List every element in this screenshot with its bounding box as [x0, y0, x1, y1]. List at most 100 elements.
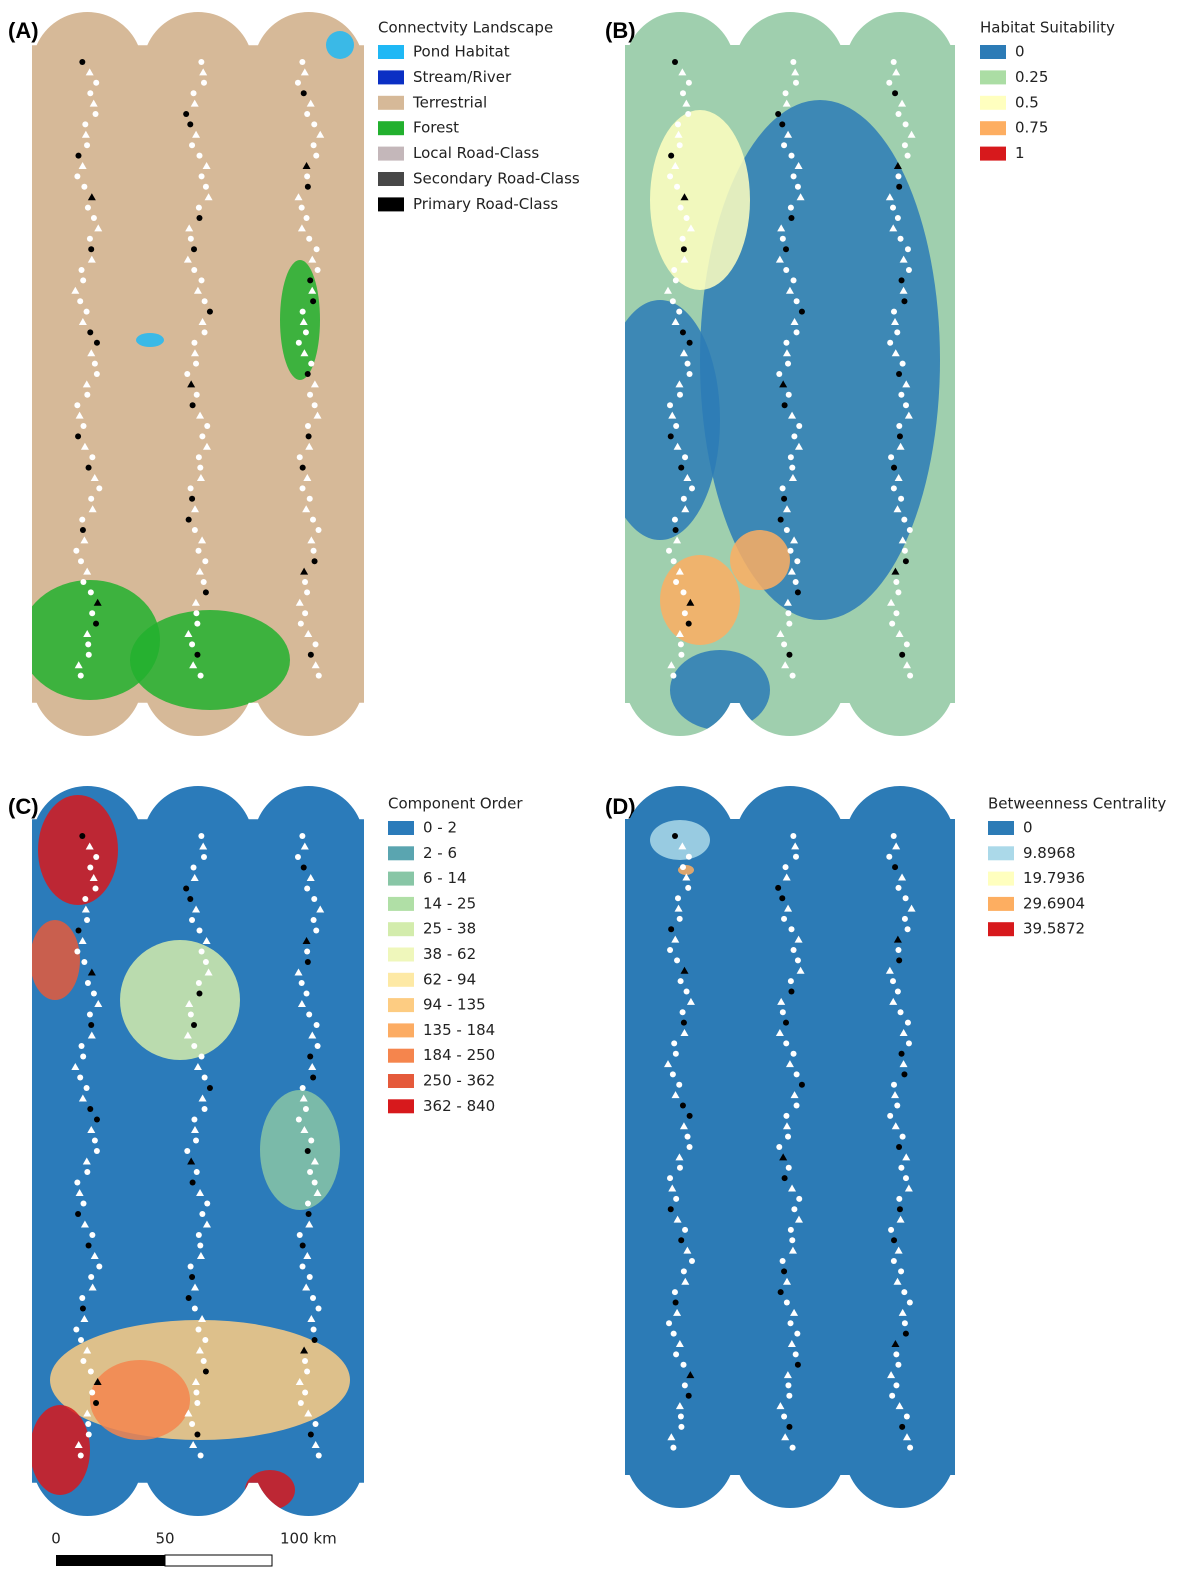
map-patch [30, 920, 80, 1000]
site-point [193, 361, 199, 367]
site-point [78, 673, 84, 679]
legend-label: Local Road-Class [413, 144, 539, 162]
legend-swatch [378, 121, 404, 135]
site-point [204, 423, 210, 429]
site-point [687, 1144, 693, 1150]
site-point [311, 1327, 317, 1333]
site-point [783, 864, 789, 870]
site-point [79, 517, 85, 523]
legend-swatch [388, 872, 414, 886]
site-point [667, 947, 673, 953]
site-point [190, 1180, 196, 1186]
site-point [681, 246, 687, 252]
site-point [197, 1243, 203, 1249]
site-point [886, 854, 892, 860]
site-point [307, 1274, 313, 1280]
site-point [888, 1227, 894, 1233]
legend-swatch [388, 998, 414, 1012]
site-point [79, 1295, 85, 1301]
site-point [898, 496, 904, 502]
legend-label: 29.6904 [1023, 894, 1085, 912]
site-point [680, 236, 686, 242]
site-point [304, 1369, 310, 1375]
site-point [313, 928, 319, 934]
site-point [905, 153, 911, 159]
site-point [899, 652, 905, 658]
site-point [296, 1117, 302, 1123]
site-point [299, 59, 305, 65]
site-point [903, 558, 909, 564]
site-point [786, 621, 792, 627]
legend-title: Betweenness Centrality [988, 795, 1166, 813]
site-point [316, 673, 322, 679]
legend-label: 38 - 62 [423, 945, 476, 963]
site-point [80, 1054, 86, 1060]
site-point [80, 277, 86, 283]
site-point [893, 1351, 899, 1357]
site-point [302, 579, 308, 585]
site-point [304, 173, 310, 179]
site-point [795, 589, 801, 595]
scale-bar-white [165, 1555, 272, 1566]
legend-swatch [980, 147, 1006, 161]
site-point [672, 833, 678, 839]
site-point [299, 833, 305, 839]
site-point [196, 548, 202, 554]
map-area [20, 12, 364, 736]
site-point [674, 957, 680, 963]
site-point [77, 1075, 83, 1081]
legend-label: 62 - 94 [423, 970, 476, 988]
site-point [670, 1445, 676, 1451]
site-point [791, 433, 797, 439]
legend-label: 14 - 25 [423, 894, 476, 912]
site-point [783, 1040, 789, 1046]
site-point [789, 153, 795, 159]
site-point [673, 527, 679, 533]
site-point [203, 184, 209, 190]
site-point [673, 579, 679, 585]
site-point [308, 361, 314, 367]
site-point [301, 90, 307, 96]
map-panel: (A)Connectvity LandscapePond HabitatStre… [8, 12, 580, 736]
site-point [681, 1362, 687, 1368]
site-point [795, 1362, 801, 1368]
site-point [891, 309, 897, 315]
site-point [197, 465, 203, 471]
site-point [898, 1165, 904, 1171]
site-point [902, 142, 908, 148]
site-point [678, 978, 684, 984]
site-point [201, 80, 207, 86]
site-point [788, 1320, 794, 1326]
legend-swatch [388, 1023, 414, 1037]
site-point [192, 527, 198, 533]
map-base [625, 786, 955, 1508]
site-point [191, 246, 197, 252]
site-point [312, 1337, 318, 1343]
legend-swatch [378, 147, 404, 161]
site-point [790, 673, 796, 679]
site-point [84, 392, 90, 398]
site-point [305, 423, 311, 429]
site-point [898, 392, 904, 398]
site-point [85, 1421, 91, 1427]
site-point [778, 517, 784, 523]
site-point [781, 1268, 787, 1274]
site-point [303, 329, 309, 335]
site-point [87, 329, 93, 335]
legend-label: 9.8968 [1023, 844, 1076, 862]
legend-swatch [988, 872, 1014, 886]
site-point [199, 1054, 205, 1060]
site-point [666, 1320, 672, 1326]
site-point [196, 991, 202, 997]
site-point [781, 496, 787, 502]
site-point [308, 652, 314, 658]
legend-label: 250 - 362 [423, 1072, 495, 1090]
legend-title: Component Order [388, 795, 523, 813]
site-point [191, 340, 197, 346]
legend-label: 19.7936 [1023, 869, 1085, 887]
site-point [74, 402, 80, 408]
site-point [198, 1453, 204, 1459]
site-point [891, 465, 897, 471]
site-point [893, 579, 899, 585]
site-point [891, 485, 897, 491]
